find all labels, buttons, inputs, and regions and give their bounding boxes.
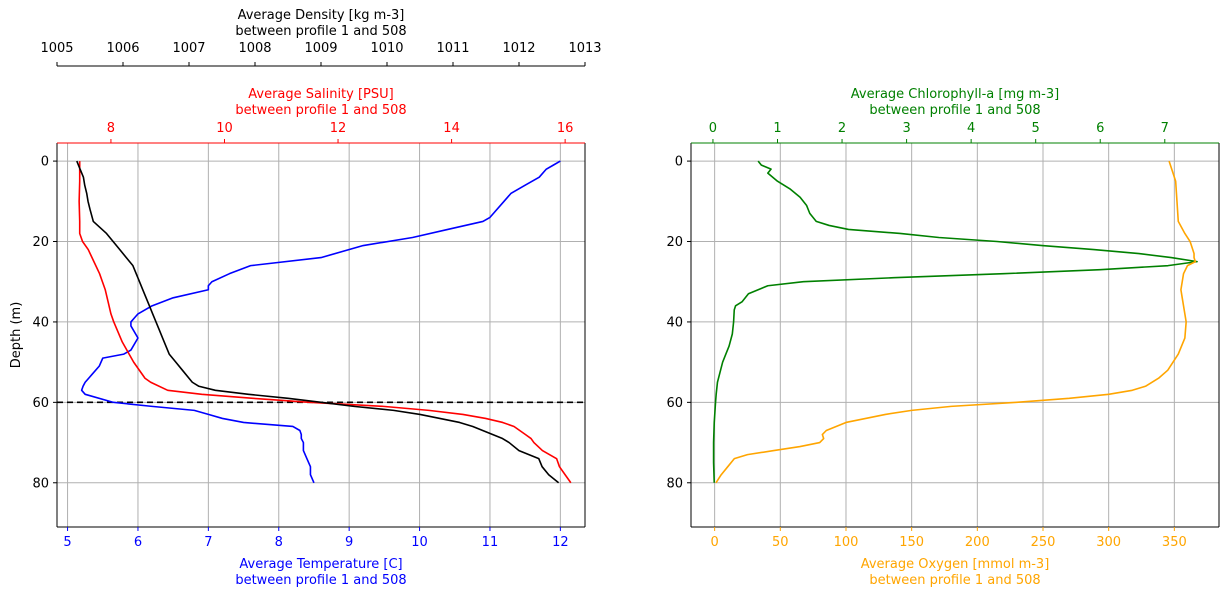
y-tick-label: 60 xyxy=(32,396,49,411)
chlorophyll-tick-label: 6 xyxy=(1096,121,1104,136)
chlorophyll-tick-label: 7 xyxy=(1161,121,1169,136)
density-axis-sublabel: between profile 1 and 508 xyxy=(235,24,406,39)
chlorophyll-axis-sublabel: between profile 1 and 508 xyxy=(869,103,1040,118)
y-tick-label: 20 xyxy=(32,235,49,250)
y-tick-label: 40 xyxy=(666,315,683,330)
right-panel: 0 20 40 60 80 0 1 2 3 4 5 6 7 Average Chlorophyll-a [… xyxy=(666,87,1220,588)
y-tick-label: 80 xyxy=(666,476,683,491)
oxygen-tick-label: 200 xyxy=(965,535,990,550)
density-line xyxy=(76,160,560,484)
chlorophyll-tick-label: 4 xyxy=(967,121,975,136)
temperature-tick-label: 12 xyxy=(552,535,569,550)
temperature-tick-label: 5 xyxy=(63,535,71,550)
salinity-axis-label: Average Salinity [PSU] xyxy=(248,87,393,102)
density-tick-label: 1013 xyxy=(568,41,601,56)
oxygen-tick-label: 0 xyxy=(711,535,719,550)
temperature-tick-label: 8 xyxy=(275,535,283,550)
salinity-tick-label: 8 xyxy=(107,121,115,136)
density-tick-label: 1012 xyxy=(502,41,535,56)
density-tick-label: 1011 xyxy=(436,41,469,56)
temperature-tick-label: 10 xyxy=(411,535,428,550)
oxygen-axis-sublabel: between profile 1 and 508 xyxy=(869,573,1040,588)
y-tick-label: 0 xyxy=(41,155,49,170)
chlorophyll-tick-label: 2 xyxy=(838,121,846,136)
y-axis-label: Depth (m) xyxy=(9,302,24,369)
density-tick-label: 1008 xyxy=(238,41,271,56)
chlorophyll-axis-label: Average Chlorophyll-a [mg m-3] xyxy=(851,87,1059,102)
chlorophyll-tick-label: 5 xyxy=(1032,121,1040,136)
salinity-tick-label: 12 xyxy=(330,121,347,136)
density-tick-label: 1005 xyxy=(40,41,73,56)
y-tick-label: 40 xyxy=(32,315,49,330)
y-tick-label: 60 xyxy=(666,396,683,411)
temperature-tick-label: 7 xyxy=(204,535,212,550)
oxygen-axis-label: Average Oxygen [mmol m-3] xyxy=(861,557,1050,572)
oxygen-tick-label: 50 xyxy=(772,535,789,550)
salinity-tick-label: 16 xyxy=(557,121,574,136)
oxygen-tick-label: 300 xyxy=(1096,535,1121,550)
oxygen-tick-label: 350 xyxy=(1162,535,1187,550)
density-tick-label: 1006 xyxy=(106,41,139,56)
salinity-tick-label: 14 xyxy=(443,121,460,136)
temperature-axis-label: Average Temperature [C] xyxy=(239,557,402,572)
oxygen-tick-label: 100 xyxy=(834,535,859,550)
density-tick-label: 1009 xyxy=(304,41,337,56)
oxygen-tick-label: 250 xyxy=(1031,535,1056,550)
chlorophyll-tick-label: 3 xyxy=(902,121,910,136)
salinity-axis-sublabel: between profile 1 and 508 xyxy=(235,103,406,118)
density-tick-label: 1007 xyxy=(172,41,205,56)
density-tick-label: 1010 xyxy=(370,41,403,56)
y-tick-label: 0 xyxy=(675,155,683,170)
temperature-line xyxy=(80,160,561,484)
oxygen-tick-label: 150 xyxy=(899,535,924,550)
chlorophyll-line xyxy=(712,160,1198,483)
y-tick-label: 20 xyxy=(666,235,683,250)
temperature-tick-label: 9 xyxy=(345,535,353,550)
y-tick-label: 80 xyxy=(32,476,49,491)
temperature-tick-label: 6 xyxy=(134,535,142,550)
chlorophyll-tick-label: 1 xyxy=(773,121,781,136)
temperature-axis-sublabel: between profile 1 and 508 xyxy=(235,573,406,588)
salinity-tick-label: 10 xyxy=(216,121,233,136)
chlorophyll-tick-label: 0 xyxy=(709,121,717,136)
density-axis-label: Average Density [kg m-3] xyxy=(238,8,405,23)
temperature-tick-label: 11 xyxy=(482,535,499,550)
oxygen-line xyxy=(715,160,1197,484)
salinity-line xyxy=(78,161,572,484)
